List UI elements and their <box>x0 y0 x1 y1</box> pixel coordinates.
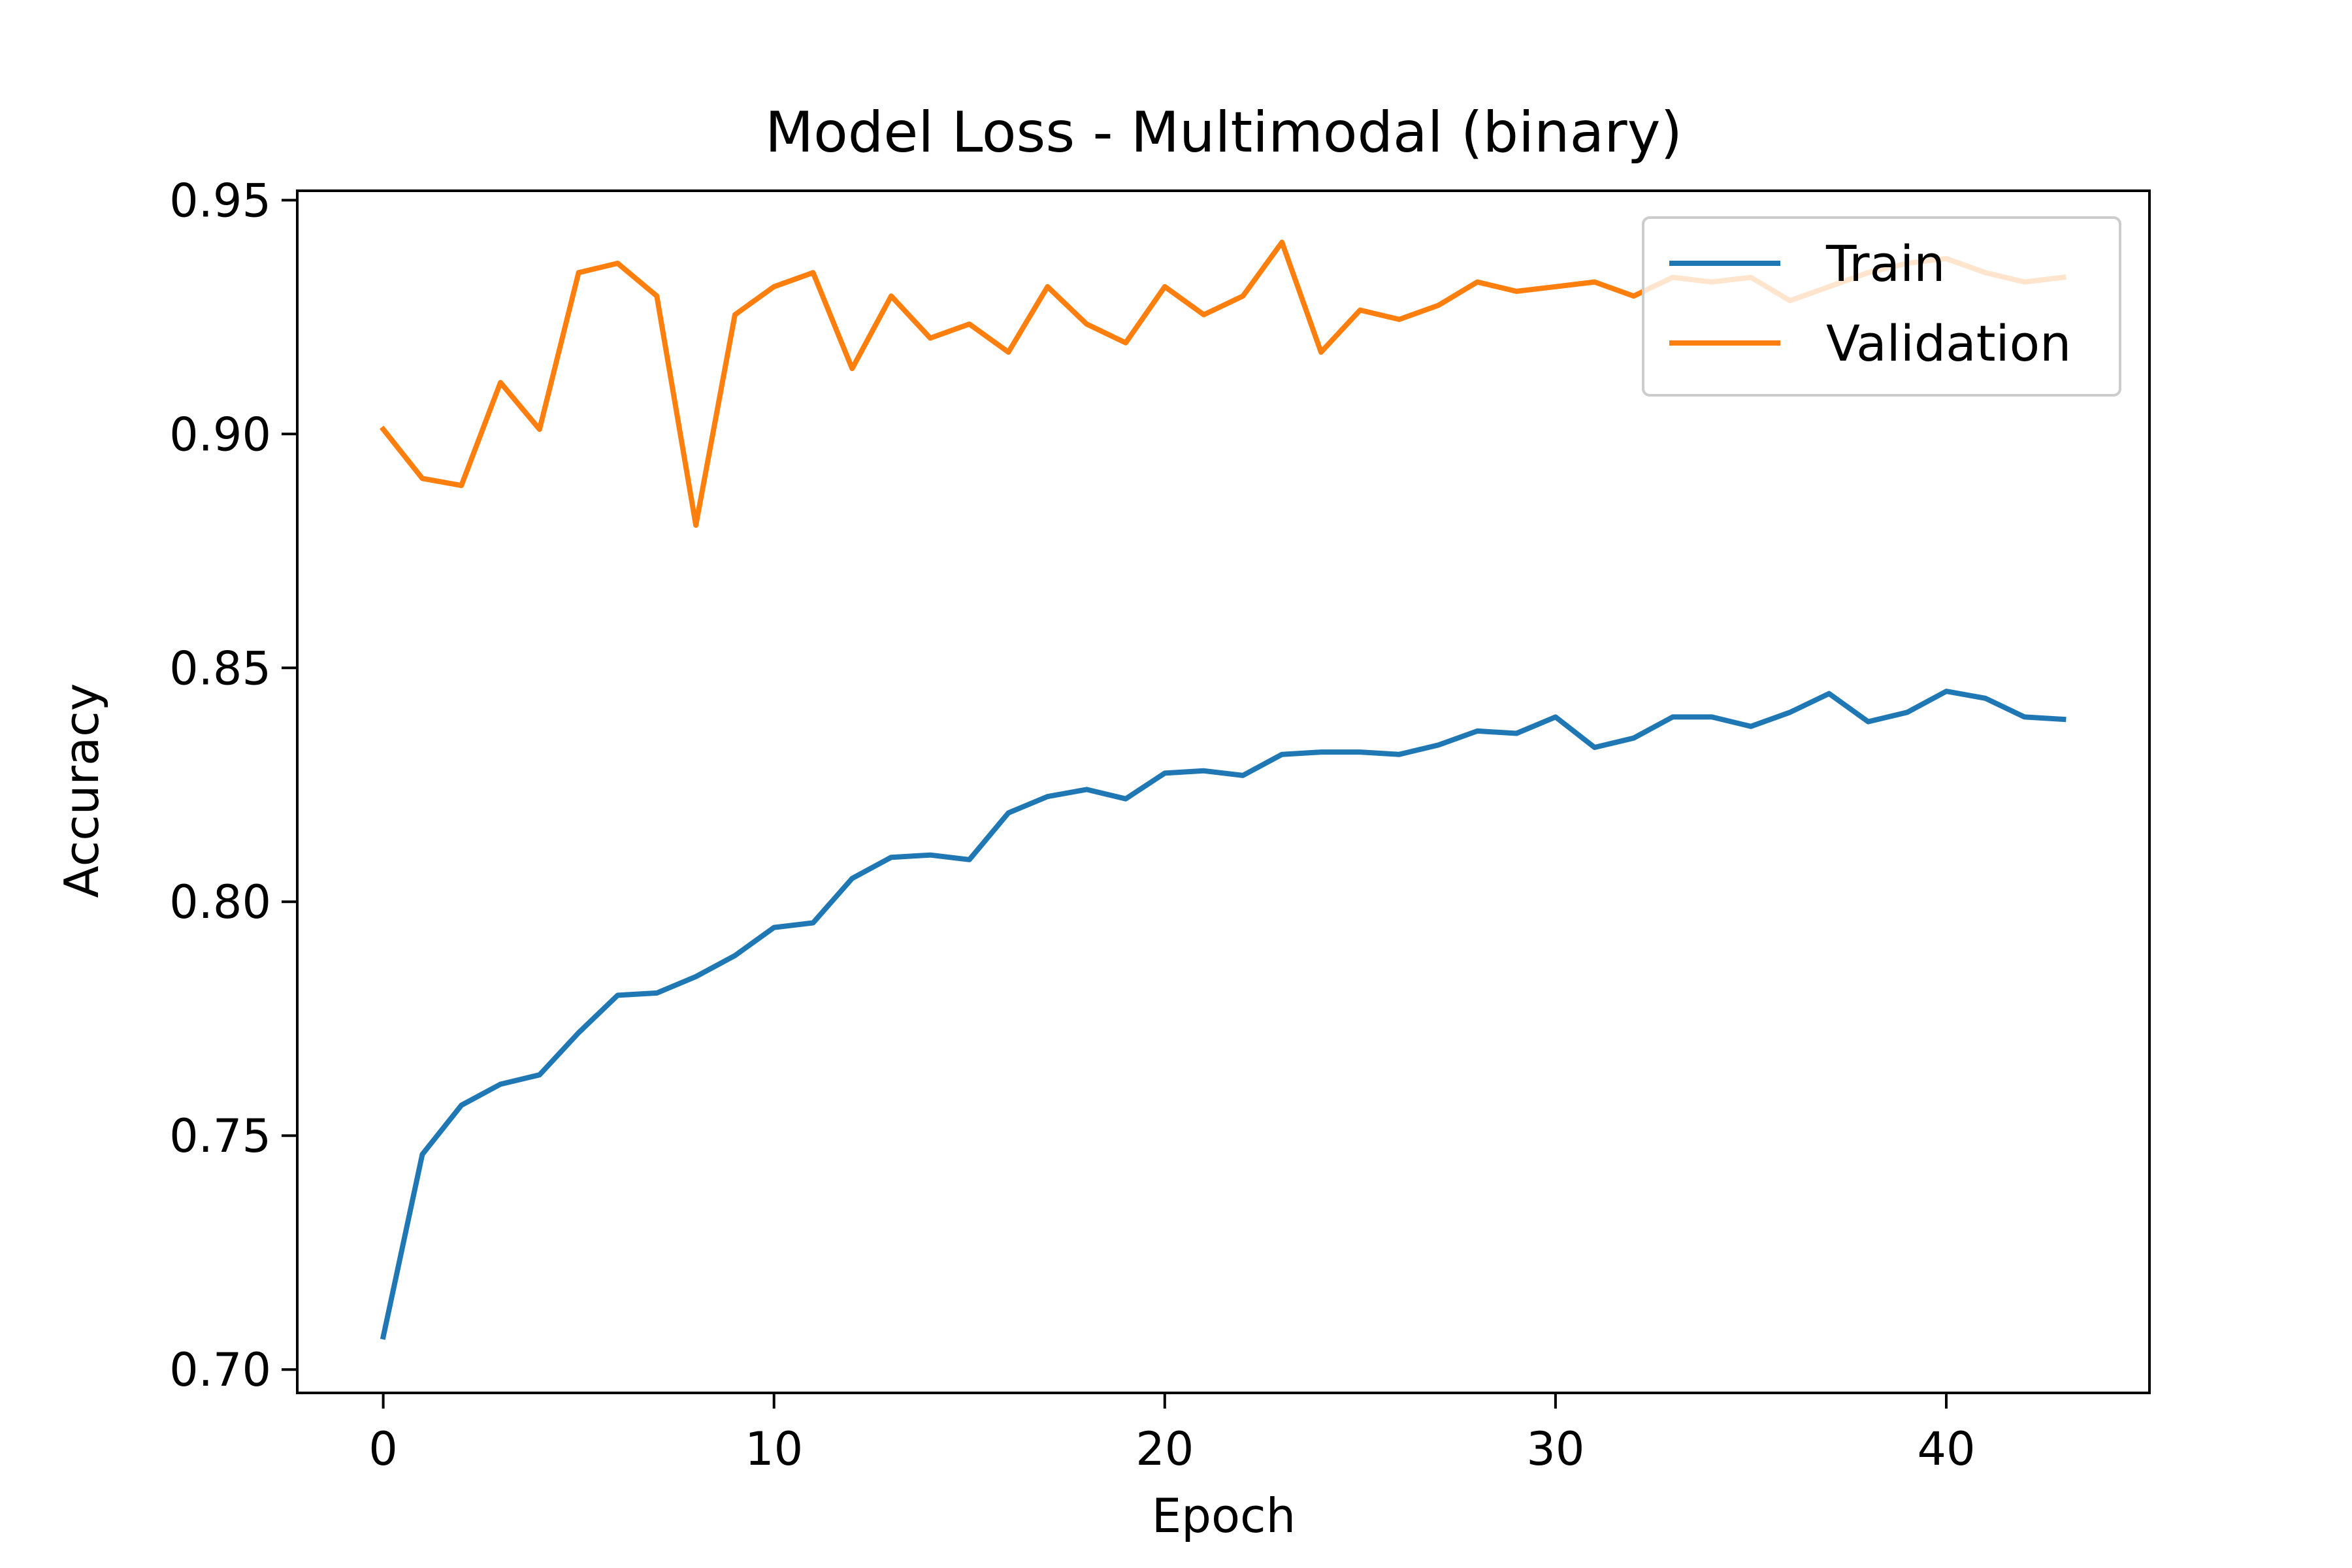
x-axis-title: Epoch <box>1152 1488 1296 1543</box>
x-tick-label: 40 <box>1917 1422 1975 1476</box>
y-tick-label: 0.85 <box>169 642 271 695</box>
x-tick-label: 10 <box>745 1422 803 1476</box>
y-axis-title: Accuracy <box>54 683 109 898</box>
x-tick-label: 30 <box>1526 1422 1584 1476</box>
y-tick-label: 0.80 <box>169 875 271 929</box>
y-tick-label: 0.70 <box>169 1343 271 1397</box>
chart-title: Model Loss - Multimodal (binary) <box>765 100 1682 165</box>
axes-layer: 0 10 20 30 40 0.70 0.75 0.80 0.85 0.90 0.95 <box>169 174 2151 1476</box>
series-line-train <box>380 689 2066 1340</box>
y-tick-label: 0.95 <box>169 174 271 227</box>
legend-label-validation: Validation <box>1826 314 2071 372</box>
y-tick-label: 0.75 <box>169 1109 271 1163</box>
legend: Train Validation <box>1642 216 2121 397</box>
x-tick-label: 0 <box>368 1422 398 1476</box>
plot-frame <box>296 189 2151 1394</box>
x-tick-label: 20 <box>1135 1422 1194 1476</box>
legend-label-train: Train <box>1825 235 1945 293</box>
y-tick-label: 0.90 <box>169 408 271 461</box>
